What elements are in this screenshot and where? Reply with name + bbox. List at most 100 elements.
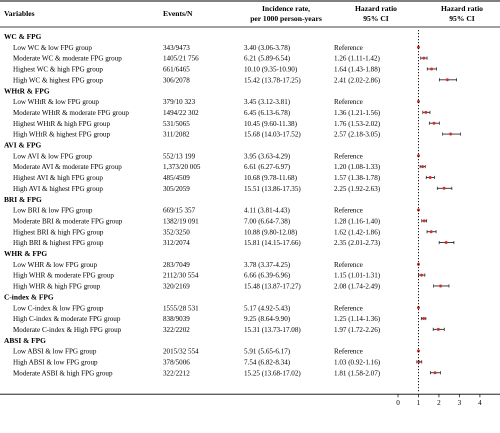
hr-point xyxy=(420,273,424,277)
row-events: 2112/30 554 xyxy=(163,272,199,280)
row-events: 485/4509 xyxy=(163,174,190,182)
hr-point xyxy=(433,371,437,375)
hr-point xyxy=(436,327,440,331)
row-label: Low AVI & low FPG group xyxy=(13,152,92,160)
row-incidence: 7.00 (6.64-7.38) xyxy=(244,217,291,225)
row-incidence: 15.68 (14.03-17.52) xyxy=(244,131,301,139)
hr-point xyxy=(422,219,426,223)
x-tick-label: 4 xyxy=(478,399,482,407)
row-label: Highest WC & high FPG group xyxy=(13,66,103,74)
row-incidence: 15.42 (13.78-17.25) xyxy=(244,76,301,84)
hr-point xyxy=(449,132,453,136)
row-incidence: 3.40 (3.06-3.78) xyxy=(244,44,291,52)
hr-point xyxy=(430,67,434,71)
row-label: High WC & highest FPG group xyxy=(13,76,103,84)
row-label: High ABSI & low FPG group xyxy=(13,359,98,367)
row-label: Highest BRI & high FPG group xyxy=(13,228,104,236)
row-hazard-ratio: 2.08 (1.74-2.49) xyxy=(334,283,381,291)
group-heading: ABSI & FPG xyxy=(4,336,46,345)
row-hazard-ratio: Reference xyxy=(334,348,363,356)
hr-point xyxy=(424,110,428,114)
row-label: High WHR & moderate FPG group xyxy=(13,272,114,280)
row-label: High AVI & highest FPG group xyxy=(13,185,103,193)
row-incidence: 10.88 (9.80-12.08) xyxy=(244,228,298,236)
row-hazard-ratio: 1.03 (0.92-1.16) xyxy=(334,359,381,367)
row-hazard-ratio: 1.81 (1.58-2.07) xyxy=(334,369,381,377)
row-incidence: 10.68 (9.78-11.68) xyxy=(244,174,298,182)
header-plot-line2: 95% CI xyxy=(449,14,475,23)
hr-point xyxy=(439,284,443,288)
row-events: 320/2169 xyxy=(163,283,190,291)
row-incidence: 15.51 (13.86-17.35) xyxy=(244,185,301,193)
row-hazard-ratio: 1.20 (1.08-1.33) xyxy=(334,163,381,171)
row-incidence: 3.95 (3.63-4.29) xyxy=(244,152,291,160)
row-hazard-ratio: 2.57 (2.18-3.05) xyxy=(334,131,381,139)
row-incidence: 4.11 (3.81-4.43) xyxy=(244,207,290,215)
row-hazard-ratio: 2.41 (2.02-2.86) xyxy=(334,76,381,84)
row-events: 312/2074 xyxy=(163,239,190,247)
row-label: Moderate WHtR & moderate FPG group xyxy=(13,109,129,117)
row-hazard-ratio: 1.26 (1.11-1.42) xyxy=(334,55,380,63)
row-hazard-ratio: Reference xyxy=(334,44,363,52)
row-label: Moderate BRI & moderate FPG group xyxy=(13,217,123,225)
row-label: Low WHR & low FPG group xyxy=(13,261,97,269)
hr-point xyxy=(422,317,426,320)
row-events: 1,373/20 005 xyxy=(163,163,201,171)
row-label: High WHtR & highest FPG group xyxy=(13,131,110,139)
hr-point xyxy=(429,230,433,234)
hr-point xyxy=(444,241,448,245)
row-incidence: 15.81 (14.15-17.66) xyxy=(244,239,301,247)
row-incidence: 5.17 (4.92-5.43) xyxy=(244,304,291,312)
row-incidence: 10.45 (9.60-11.38) xyxy=(244,120,298,128)
row-events: 1494/22 302 xyxy=(163,109,199,117)
row-label: Low C-index & low FPG group xyxy=(13,304,104,312)
hr-point xyxy=(421,165,425,169)
row-events: 322/2202 xyxy=(163,326,190,334)
row-incidence: 3.45 (3.12-3.81) xyxy=(244,98,291,106)
row-hazard-ratio: 1.25 (1.14-1.36) xyxy=(334,315,381,323)
row-label: Moderate AVI & moderate FPG group xyxy=(13,163,122,171)
hr-point xyxy=(416,306,420,310)
row-events: 378/5006 xyxy=(163,359,190,367)
row-events: 305/2059 xyxy=(163,185,190,193)
x-tick-label: 3 xyxy=(458,399,462,407)
hr-point xyxy=(416,45,420,49)
row-incidence: 9.25 (8.64-9.90) xyxy=(244,315,291,323)
row-label: Low WC & low FPG group xyxy=(13,44,92,52)
row-hazard-ratio: 1.15 (1.01-1.31) xyxy=(334,272,381,280)
header-events: Events/N xyxy=(163,9,193,18)
row-label: Moderate C-index & High FPG group xyxy=(13,326,122,334)
row-hazard-ratio: 2.35 (2.01-2.73) xyxy=(334,239,381,247)
row-label: High BRI & highest FPG group xyxy=(13,239,104,247)
row-hazard-ratio: 1.64 (1.43-1.88) xyxy=(334,66,381,74)
x-tick-label: 2 xyxy=(437,399,441,407)
row-events: 838/9039 xyxy=(163,315,190,323)
row-incidence: 6.66 (6.39-6.96) xyxy=(244,272,291,280)
group-heading: WHtR & FPG xyxy=(4,86,50,95)
row-hazard-ratio: 1.36 (1.21-1.56) xyxy=(334,109,381,117)
row-hazard-ratio: Reference xyxy=(334,207,363,215)
row-events: 352/3250 xyxy=(163,228,190,236)
row-hazard-ratio: Reference xyxy=(334,261,363,269)
header-incidence-line2: per 1000 person-years xyxy=(250,14,322,23)
row-hazard-ratio: 1.76 (1.53-2.02) xyxy=(334,120,381,128)
row-events: 343/9473 xyxy=(163,44,190,52)
row-incidence: 6.45 (6.13-6.78) xyxy=(244,109,291,117)
hr-point xyxy=(445,78,449,82)
row-events: 2015/32 554 xyxy=(163,348,199,356)
header-hr-line2: 95% CI xyxy=(363,14,389,23)
row-hazard-ratio: 1.97 (1.72-2.26) xyxy=(334,326,381,334)
row-hazard-ratio: 1.57 (1.38-1.78) xyxy=(334,174,381,182)
row-hazard-ratio: Reference xyxy=(334,152,363,160)
row-events: 322/2212 xyxy=(163,369,190,377)
row-events: 379/10 323 xyxy=(163,98,196,106)
row-label: High WHR & high FPG group xyxy=(13,283,101,291)
hr-point xyxy=(442,186,446,190)
group-heading: WC & FPG xyxy=(4,32,42,41)
row-events: 552/13 199 xyxy=(163,152,196,160)
group-heading: WHR & FPG xyxy=(4,249,47,258)
row-incidence: 15.31 (13.73-17.08) xyxy=(244,326,301,334)
hr-point xyxy=(416,100,420,103)
hr-point xyxy=(416,154,420,158)
row-events: 661/6465 xyxy=(163,66,190,74)
